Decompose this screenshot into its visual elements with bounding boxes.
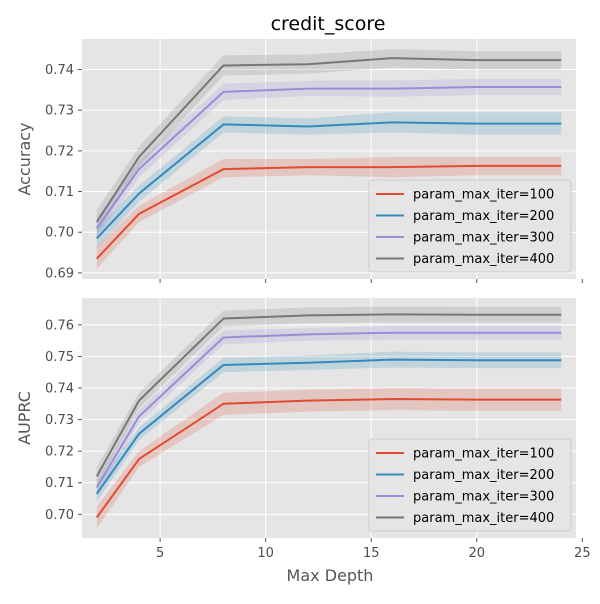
accuracy-legend-label-3: param_max_iter=300 [413,231,554,246]
auprc-panel: 0.70 0.71 0.72 0.73 0.74 0.75 0.76 5 10 15 20 25 AUP… [15,298,591,585]
auprc-xtick-label: 25 [574,546,591,561]
auprc-xtick-label: 5 [156,546,164,561]
auprc-ytick-label: 0.72 [45,445,74,460]
auprc-legend-label-1: param_max_iter=100 [413,447,554,462]
auprc-legend-frame [368,438,572,532]
accuracy-series-line-1 [96,164,562,260]
accuracy-series-line-2 [96,121,562,240]
auprc-ytick-label: 0.73 [45,413,74,428]
auprc-ytick-label: 0.76 [45,318,74,333]
auprc-series-line-4 [95,313,562,477]
accuracy-ytick-label: 0.71 [45,185,74,200]
accuracy-series-group [95,49,562,269]
auprc-ylabel: AUPRC [15,391,34,445]
auprc-legend-label-2: param_max_iter=200 [413,468,554,483]
auprc-legend-label-4: param_max_iter=400 [413,511,554,526]
accuracy-legend-label-4: param_max_iter=400 [413,252,554,267]
auprc-ytick-label: 0.70 [45,508,74,523]
accuracy-legend: param_max_iter=100 param_max_iter=200para… [368,179,572,273]
accuracy-legend-label-1: param_max_iter=100 [413,188,554,203]
accuracy-legend-label-2: param_max_iter=200 [413,209,554,224]
auprc-series-line-1 [95,398,562,519]
accuracy-ci-band-2 [96,112,562,249]
accuracy-legend-frame [368,179,572,273]
accuracy-ytick-label: 0.69 [45,266,74,281]
accuracy-ylabel: Accuracy [15,122,34,195]
accuracy-ytick-label: 0.73 [45,104,74,119]
auprc-series-line-3 [95,331,562,488]
accuracy-ytick-label: 0.74 [45,63,74,78]
auprc-legend-label-3: param_max_iter=300 [413,490,554,505]
auprc-xtick-label: 10 [257,546,274,561]
auprc-xtick-label: 20 [469,546,486,561]
accuracy-ytick-label: 0.72 [45,144,74,159]
auprc-series-group [95,306,562,529]
accuracy-panel: 0.69 0.70 0.71 0.72 0.73 0.74 Accuracy param_ma… [15,39,583,283]
auprc-ci-band-2 [96,351,562,502]
auprc-xtick-label: 15 [363,546,380,561]
auprc-ci-band-1 [96,388,562,529]
auprc-series-line-2 [95,358,562,495]
accuracy-ci-band-4 [96,49,562,235]
auprc-ytick-label: 0.71 [45,476,74,491]
chart-title: credit_score [271,13,386,35]
auprc-xlabel: Max Depth [287,566,374,585]
accuracy-series-line-4 [95,57,562,223]
auprc-legend: param_max_iter=100 param_max_iter=200para… [368,438,572,532]
auprc-ytick-label: 0.75 [45,350,74,365]
auprc-ytick-label: 0.74 [45,382,74,397]
accuracy-ci-band-3 [96,78,562,239]
accuracy-ytick-label: 0.70 [45,226,74,241]
accuracy-series-line-3 [95,86,562,229]
accuracy-ci-band-1 [96,156,562,269]
